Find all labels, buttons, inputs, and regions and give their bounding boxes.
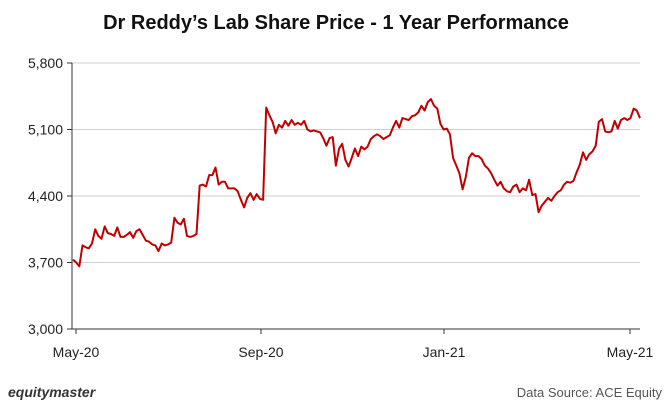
y-gridlines <box>72 62 640 330</box>
y-tick-label: 5,100 <box>28 122 63 138</box>
brand-logo: equitymaster <box>8 384 96 400</box>
x-tick-label: May-21 <box>607 344 654 360</box>
y-tick-label: 3,000 <box>28 321 63 337</box>
data-source-note: Data Source: ACE Equity <box>516 385 662 400</box>
x-tick-label: May-20 <box>53 344 100 360</box>
y-tick-label: 3,700 <box>28 255 63 271</box>
y-tick-label: 5,800 <box>28 55 63 71</box>
x-axis-ticks: May-20 Sep-20 Jan-21 May-21 <box>53 329 654 360</box>
x-tick-label: Sep-20 <box>238 344 283 360</box>
x-tick-label: Jan-21 <box>423 344 466 360</box>
y-axis-ticks: 3,000 3,700 4,400 5,100 5,800 <box>28 55 72 337</box>
price-line <box>72 98 641 268</box>
y-tick-label: 4,400 <box>28 188 63 204</box>
chart-title: Dr Reddy’s Lab Share Price - 1 Year Perf… <box>103 12 569 34</box>
